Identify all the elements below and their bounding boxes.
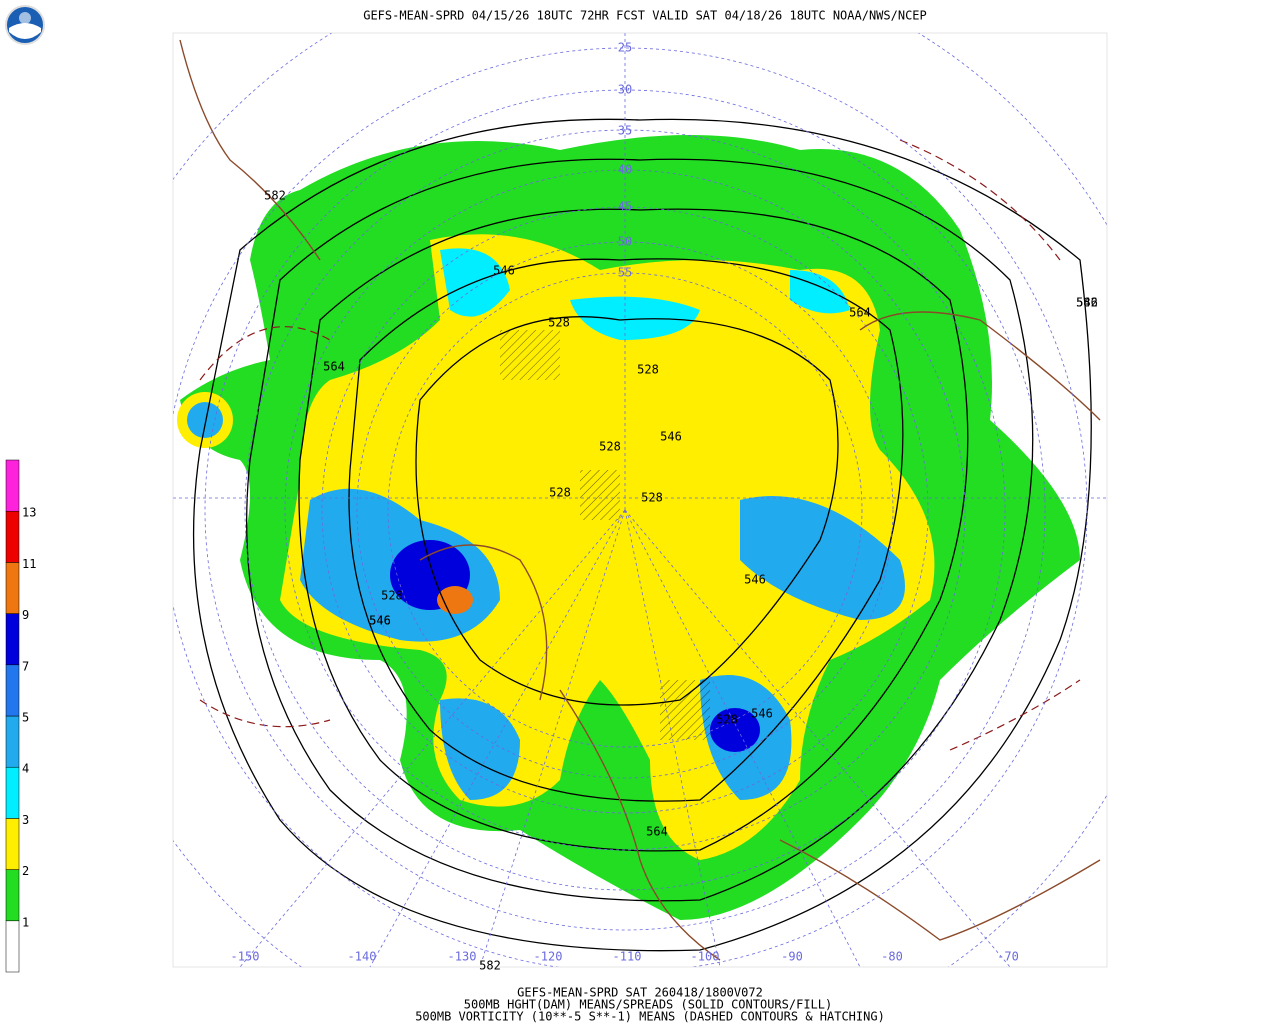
contour-label: 528 (716, 713, 738, 727)
colorbar-label: 11 (22, 557, 36, 571)
colorbar-label: 9 (22, 608, 29, 622)
longitude-label: -140 (348, 950, 377, 964)
latitude-label: 35 (618, 124, 632, 138)
contour-label: 564 (849, 306, 871, 320)
colorbar-segment (5, 818, 20, 870)
colorbar-segment (5, 766, 20, 819)
longitude-label: -80 (881, 950, 903, 964)
contour-label: 528 (637, 363, 659, 377)
latitude-label: 50 (618, 235, 632, 249)
colorbar-segment (5, 613, 20, 666)
map-frame (172, 32, 1108, 968)
overlay: 1234579111358254652856456454652852852854… (5, 41, 1098, 973)
colorbar-label: 2 (22, 864, 29, 878)
longitude-label: -130 (448, 950, 477, 964)
colorbar-label: 7 (22, 659, 29, 673)
colorbar-label: 13 (22, 506, 36, 520)
latitude-label: 30 (618, 83, 632, 97)
contour-label: 582 (479, 959, 501, 973)
contour-label: 528 (599, 440, 621, 454)
longitude-label: -110 (613, 950, 642, 964)
colorbar-label: 1 (22, 915, 29, 929)
contour-label: 546 (744, 573, 766, 587)
noaa-logo (5, 5, 45, 45)
footer-line: 500MB VORTICITY (10**-5 S**-1) MEANS (DA… (415, 1010, 885, 1024)
colorbar-segment (5, 562, 20, 614)
latitude-label: 45 (618, 200, 632, 214)
longitude-label: -150 (231, 950, 260, 964)
colorbar-label: 5 (22, 711, 29, 725)
colorbar-segment (5, 869, 20, 922)
contour-label: 528 (381, 589, 403, 603)
contour-label: 528 (641, 491, 663, 505)
longitude-label: -120 (534, 950, 563, 964)
colorbar-segment (5, 715, 20, 768)
contour-label: 546 (660, 430, 682, 444)
footer-line: GEFS-MEAN-SPRD SAT 260418/1800V072 (517, 986, 763, 1000)
colorbar-segment (5, 920, 20, 973)
footer-line: 500MB HGHT(DAM) MEANS/SPREADS (SOLID CON… (464, 998, 832, 1012)
latitude-label: 55 (618, 266, 632, 280)
map-title: GEFS-MEAN-SPRD 04/15/26 18UTC 72HR FCST … (363, 9, 927, 23)
contour-label: 546 (369, 614, 391, 628)
colorbar-segment (5, 510, 20, 563)
contour-label: 546 (1076, 296, 1098, 310)
map-area (173, 33, 1107, 967)
contour-label: 564 (646, 825, 668, 839)
latitude-label: 25 (618, 41, 632, 55)
longitude-label: -90 (781, 950, 803, 964)
contour-label: 546 (493, 264, 515, 278)
contour-label: 546 (369, 614, 391, 628)
colorbar-segment (5, 664, 20, 717)
colorbar-segment (5, 459, 20, 512)
colorbar-label: 4 (22, 762, 29, 776)
contour-label: 546 (751, 707, 773, 721)
contour-label: 528 (548, 316, 570, 330)
contour-label: 582 (1076, 296, 1098, 310)
contour-label: 528 (549, 486, 571, 500)
longitude-label: -100 (691, 950, 720, 964)
latitude-label: 40 (618, 163, 632, 177)
longitude-label: -70 (997, 950, 1019, 964)
contour-label: 582 (264, 189, 286, 203)
contour-label: 564 (323, 360, 345, 374)
colorbar-label: 3 (22, 813, 29, 827)
